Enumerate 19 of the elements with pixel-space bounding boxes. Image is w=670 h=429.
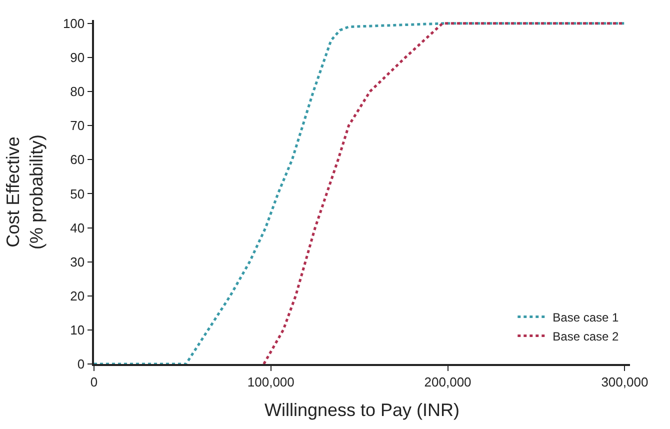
y-tick-label: 50 [70, 186, 85, 202]
legend-label: Base case 1 [552, 310, 620, 324]
y-tick-label: 100 [62, 16, 85, 31]
legend-label: Base case 2 [552, 329, 620, 344]
y-tick-label: 70 [70, 118, 85, 134]
y-tick-label: 10 [70, 322, 85, 338]
y-tick-label: 40 [70, 220, 85, 236]
y-axis-title: Cost Effective (% probability) [3, 134, 47, 250]
x-tick-label: 300,000 [601, 374, 648, 390]
y-tick-label: 0 [77, 356, 85, 372]
y-tick-label: 90 [70, 50, 85, 66]
y-tick-label: 30 [70, 254, 85, 270]
x-axis-title: Willingness to Pay (INR) [264, 400, 460, 420]
y-tick-label: 20 [70, 288, 85, 304]
x-tick-label: 100,000 [247, 374, 294, 390]
x-tick-label: 0 [90, 374, 98, 390]
y-tick-label: 80 [70, 84, 85, 100]
x-tick-label: 200,000 [424, 374, 472, 390]
y-tick-label: 60 [70, 152, 85, 168]
